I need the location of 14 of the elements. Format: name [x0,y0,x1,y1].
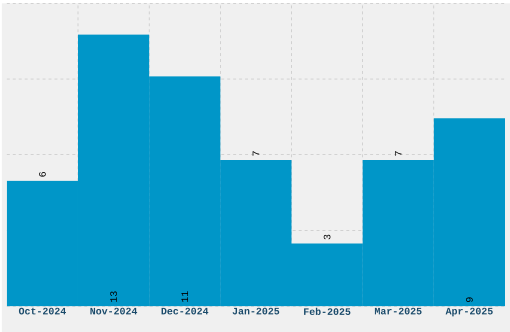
data-label: 7 [394,151,402,156]
x-tick-label: Apr-2025 [446,308,493,316]
x-tick-label: Dec-2024 [162,308,208,314]
data-label: 11 [181,291,188,302]
x-tick-label: Feb-2025 [304,308,350,315]
data-label: 6 [39,172,46,177]
x-tick-label: Jan-2025 [232,308,280,314]
data-label: 3 [324,234,330,240]
data-label: 9 [466,297,473,302]
x-tick-label: Oct-2024 [18,308,66,314]
x-tick-label: Nov-2024 [90,308,138,314]
data-label: 7 [252,151,260,156]
x-tick-label: Mar-2025 [374,308,422,314]
data-label: 13 [110,291,117,302]
